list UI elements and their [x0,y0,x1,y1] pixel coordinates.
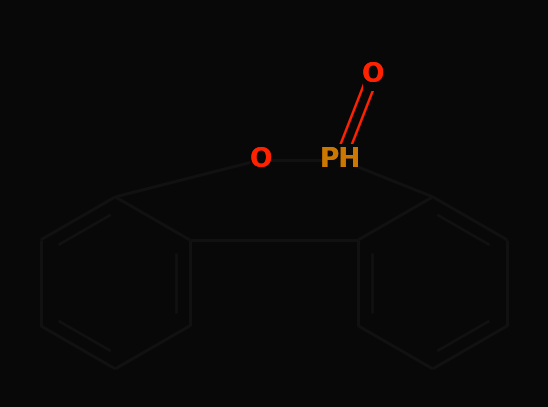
FancyBboxPatch shape [250,144,271,176]
Text: O: O [362,62,385,88]
Text: PH: PH [319,147,361,173]
Text: O: O [249,147,272,173]
Text: PH: PH [319,147,361,173]
Text: O: O [249,147,272,173]
FancyBboxPatch shape [326,144,355,176]
Text: O: O [362,62,385,88]
FancyBboxPatch shape [363,59,384,91]
